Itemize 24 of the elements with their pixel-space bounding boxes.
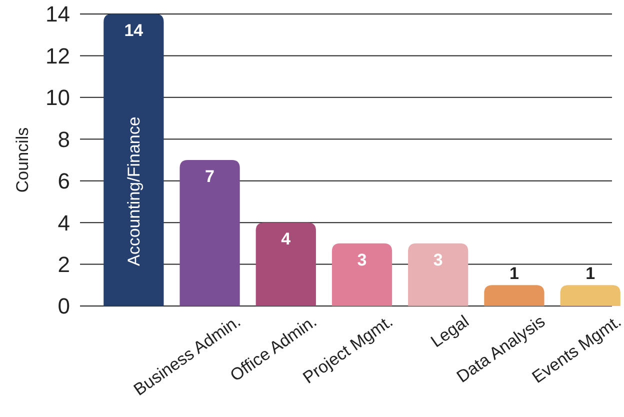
- bar: [104, 14, 164, 306]
- x-tick-label: Accounting/Finance: [124, 116, 144, 266]
- bar: [560, 285, 620, 306]
- y-tick-label: 14: [46, 2, 70, 27]
- bar: [408, 243, 468, 306]
- y-tick-label: 10: [46, 85, 70, 110]
- data-label: 4: [281, 230, 292, 249]
- data-label: 7: [205, 167, 215, 186]
- y-tick-label: 6: [58, 168, 70, 194]
- y-tick-label: 0: [58, 294, 70, 319]
- y-tick-label: 8: [58, 126, 70, 152]
- bar: [180, 160, 240, 306]
- bar: [484, 285, 544, 306]
- y-axis-title: Councils: [13, 127, 32, 193]
- data-label: 3: [433, 250, 443, 270]
- bar: [256, 222, 316, 306]
- data-label: 1: [509, 264, 519, 284]
- bar: [332, 243, 392, 306]
- y-tick-label: 4: [58, 210, 70, 236]
- data-label: 14: [124, 21, 144, 40]
- data-label: 3: [357, 250, 367, 270]
- data-label: 1: [586, 264, 596, 284]
- y-tick-label: 2: [58, 252, 70, 277]
- y-tick-label: 12: [46, 43, 70, 68]
